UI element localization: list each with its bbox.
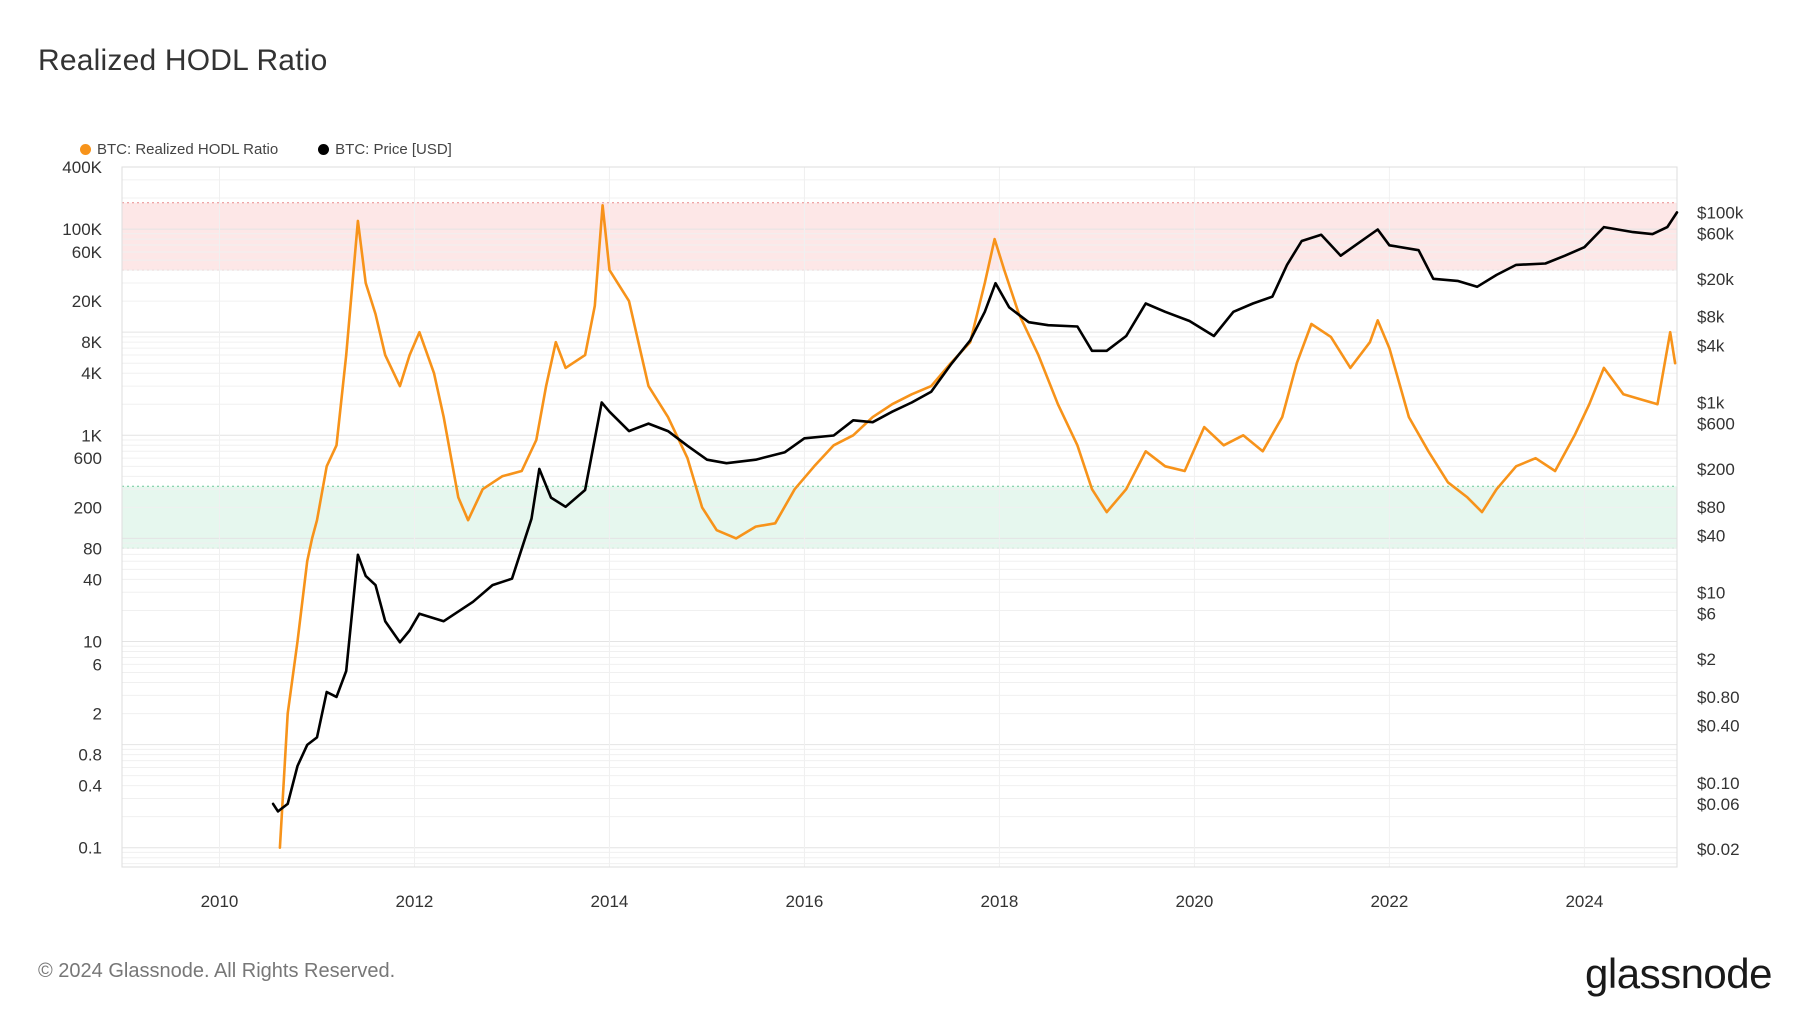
left-tick-label: 0.8 (78, 746, 102, 765)
right-tick-label: $40 (1697, 526, 1725, 545)
right-axis: $100k $60k $20k $8k $4k $1k $600 $200 $80 $40 $10 $… (1697, 203, 1744, 859)
left-tick-label: 200 (74, 498, 102, 517)
right-tick-label: $1k (1697, 393, 1725, 412)
right-tick-label: $0.02 (1697, 840, 1740, 859)
left-tick-label: 80 (83, 539, 102, 558)
left-tick-label: 40 (83, 570, 102, 589)
chart-legend: BTC: Realized HODL Ratio BTC: Price [USD… (80, 141, 452, 158)
left-axis: 400K 100K 60K 20K 8K 4K 1K 600 200 80 40 10 6 2 0.8 0.4… (62, 158, 102, 858)
x-tick-label: 2018 (981, 892, 1019, 911)
x-tick-label: 2014 (591, 892, 629, 911)
left-tick-label: 600 (74, 449, 102, 468)
band-lower (122, 486, 1677, 549)
x-tick-label: 2012 (396, 892, 434, 911)
chart-lines (271, 204, 1679, 849)
left-tick-label: 6 (93, 655, 102, 674)
right-tick-label: $80 (1697, 498, 1725, 517)
left-tick-label: 60K (72, 243, 103, 262)
legend-hodl-label: BTC: Realized HODL Ratio (97, 141, 279, 158)
left-tick-label: 10 (83, 632, 102, 651)
left-tick-label: 0.1 (78, 839, 102, 858)
legend-price-dot (318, 144, 330, 155)
page-title: Realized HODL Ratio (38, 44, 328, 77)
legend-item-price[interactable]: BTC: Price [USD] (318, 141, 452, 158)
right-tick-label: $10 (1697, 584, 1725, 603)
right-tick-label: $200 (1697, 460, 1735, 479)
x-tick-label: 2020 (1175, 892, 1213, 911)
legend-price-label: BTC: Price [USD] (335, 141, 452, 158)
right-tick-label: $2 (1697, 650, 1716, 669)
x-tick-label: 2024 (1565, 892, 1603, 911)
legend-item-hodl[interactable]: BTC: Realized HODL Ratio (80, 141, 278, 158)
x-tick-label: 2010 (201, 892, 239, 911)
left-tick-label: 1K (81, 426, 102, 445)
left-tick-label: 400K (62, 158, 102, 177)
right-tick-label: $60k (1697, 224, 1734, 243)
right-tick-label: $8k (1697, 308, 1725, 327)
hodl-ratio-line (278, 204, 1677, 849)
right-tick-label: $20k (1697, 270, 1734, 289)
right-tick-label: $4k (1697, 336, 1725, 355)
right-tick-label: $100k (1697, 203, 1744, 222)
legend-hodl-dot (80, 144, 91, 155)
band-upper (122, 202, 1677, 271)
x-axis: 2010 2012 2014 2016 2018 2020 2022 2024 (201, 892, 1604, 911)
x-tick-label: 2016 (786, 892, 824, 911)
glassnode-logo[interactable]: glassnode (1585, 950, 1772, 997)
right-tick-label: $0.06 (1697, 795, 1740, 814)
left-tick-label: 100K (62, 220, 102, 239)
right-tick-label: $0.10 (1697, 774, 1740, 793)
right-tick-label: $0.40 (1697, 717, 1740, 736)
right-tick-label: $0.80 (1697, 688, 1740, 707)
left-tick-label: 2 (93, 705, 102, 724)
left-tick-label: 4K (81, 364, 102, 383)
copyright-footer: © 2024 Glassnode. All Rights Reserved. (38, 960, 396, 982)
left-tick-label: 0.4 (78, 777, 102, 796)
plot-frame (121, 166, 1678, 868)
price-line (271, 211, 1679, 813)
x-tick-label: 2022 (1370, 892, 1408, 911)
right-tick-label: $600 (1697, 415, 1735, 434)
right-tick-label: $6 (1697, 605, 1716, 624)
left-tick-label: 8K (81, 333, 102, 352)
left-tick-label: 20K (72, 292, 103, 311)
